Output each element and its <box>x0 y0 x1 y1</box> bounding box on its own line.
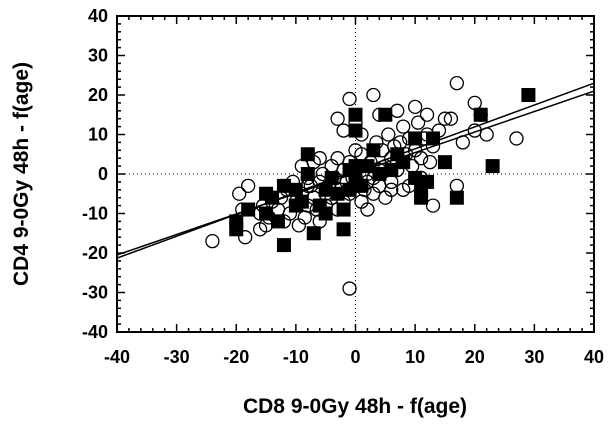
x-axis-title: CD8 9-0Gy 48h - f(age) <box>243 395 467 418</box>
open-circle-point <box>205 233 220 249</box>
open-circle-point <box>336 123 351 138</box>
open-circle-point <box>410 115 426 130</box>
open-circle-point <box>425 198 441 213</box>
filled-square-point <box>330 186 345 201</box>
filled-square-point <box>473 107 488 122</box>
filled-square-point <box>276 238 291 253</box>
open-circle-point <box>390 103 405 118</box>
filled-square-point <box>437 155 452 170</box>
open-circle-point <box>384 174 399 190</box>
open-circle-point <box>384 182 399 197</box>
filled-square-point <box>324 170 339 185</box>
filled-square-point <box>372 167 387 181</box>
filled-square-point <box>342 182 357 197</box>
open-circle-point <box>342 281 357 296</box>
x-tick-label: -30 <box>164 347 190 367</box>
open-circle-point <box>437 111 453 126</box>
x-tick-label: -40 <box>104 347 130 367</box>
y-tick-label: 40 <box>88 6 108 26</box>
y-tick-label: -10 <box>82 204 108 224</box>
filled-square-point <box>485 159 500 174</box>
open-circle-point <box>449 76 465 91</box>
filled-square-point <box>270 214 285 229</box>
filled-square-point <box>449 190 464 205</box>
filled-square-point <box>348 107 363 122</box>
y-axis-title: CD4 9-0Gy 48h - f(age) <box>10 62 33 286</box>
y-tick-label: 0 <box>98 164 108 184</box>
open-circle-point <box>330 111 345 126</box>
open-circle-point <box>238 230 253 245</box>
y-tick-label: -40 <box>82 322 108 342</box>
axis-ticks <box>116 15 595 333</box>
x-tick-label: -10 <box>283 347 309 367</box>
filled-square-point <box>300 147 315 162</box>
y-tick-label: 30 <box>88 46 108 66</box>
open-circle-point <box>342 91 357 107</box>
open-circle-point <box>381 127 396 142</box>
open-circle-point <box>396 119 411 134</box>
filled-square-point <box>396 155 411 170</box>
filled-square-point <box>294 194 309 209</box>
open-circle-point <box>449 178 465 194</box>
x-tick-label: 0 <box>350 347 360 367</box>
open-circle-point <box>407 99 423 114</box>
filled-square-point <box>229 214 244 229</box>
data-points <box>205 76 536 296</box>
filled-square-point <box>300 167 315 181</box>
filled-square-point <box>306 226 321 241</box>
x-tick-label: 30 <box>524 347 544 367</box>
filled-square-point <box>366 143 381 158</box>
x-tick-label: -20 <box>223 347 249 367</box>
x-tick-label: 40 <box>584 347 604 367</box>
filled-square-point <box>265 190 280 205</box>
filled-square-point <box>414 190 429 205</box>
filled-square-point <box>408 170 423 185</box>
filled-square-point <box>276 178 291 193</box>
filled-square-point <box>348 123 363 138</box>
y-tick-labels: -40 -30 -20 -10 0 10 20 30 40 <box>82 6 108 342</box>
y-tick-label: -30 <box>82 283 108 303</box>
open-circle-point <box>467 95 482 111</box>
open-circle-point <box>241 178 256 194</box>
filled-square-point <box>241 202 256 217</box>
filled-square-point <box>336 202 351 217</box>
filled-square-point <box>354 178 369 193</box>
open-circle-point <box>252 222 268 237</box>
filled-square-point <box>348 159 363 174</box>
open-circle-point <box>419 107 435 122</box>
filled-square-point <box>426 131 441 146</box>
filled-square-point <box>336 222 351 237</box>
x-tick-labels: -40 -30 -20 -10 0 10 20 30 40 <box>104 347 604 367</box>
filled-square-point <box>259 206 274 221</box>
open-circle-point <box>479 127 494 142</box>
filled-square-point <box>360 159 375 174</box>
filled-square-point <box>288 182 303 197</box>
open-circle-point <box>366 87 381 103</box>
open-circle-point <box>413 151 429 166</box>
filled-square-point <box>521 88 536 102</box>
open-circle-point <box>443 111 459 126</box>
y-tick-label: -20 <box>82 243 108 263</box>
open-circle-point <box>232 186 247 201</box>
filled-square-point <box>378 107 393 122</box>
filled-square-point <box>420 174 435 189</box>
filled-square-point <box>318 182 333 197</box>
x-tick-label: 10 <box>405 347 425 367</box>
zero-reference-lines <box>117 16 594 332</box>
x-tick-label: 20 <box>465 347 485 367</box>
filled-square-point <box>408 131 423 146</box>
y-tick-label: 20 <box>88 85 108 105</box>
open-circle-point <box>455 135 470 150</box>
filled-square-point <box>384 163 399 178</box>
open-circle-point <box>360 202 375 217</box>
filled-square-point <box>318 206 333 221</box>
open-circle-point <box>422 154 438 170</box>
y-tick-label: 10 <box>88 125 108 145</box>
open-circle-point <box>509 131 524 146</box>
